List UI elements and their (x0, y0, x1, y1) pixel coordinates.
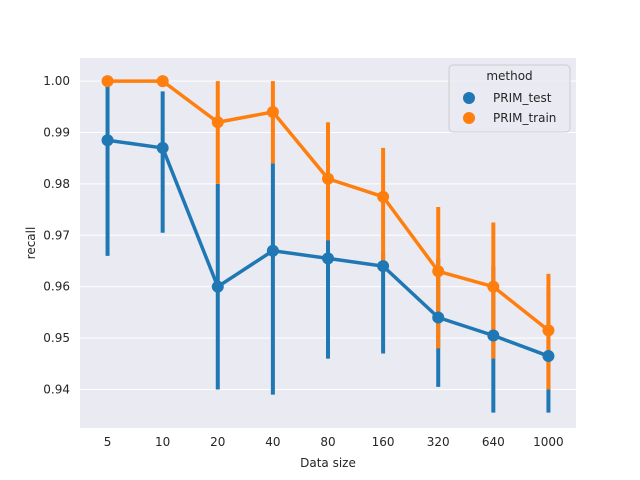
legend-marker-PRIM_train (463, 112, 475, 124)
point-PRIM_train (101, 75, 114, 88)
point-PRIM_train (432, 265, 445, 278)
x-tick-label: 5 (104, 435, 112, 449)
x-tick-label: 640 (482, 435, 505, 449)
y-tick-label: 0.94 (43, 382, 70, 396)
x-tick-label: 1000 (533, 435, 564, 449)
x-axis-label: Data size (300, 456, 356, 470)
x-tick-label: 320 (427, 435, 450, 449)
y-tick-label: 0.97 (43, 228, 70, 242)
point-PRIM_train (377, 190, 390, 203)
legend-marker-PRIM_test (463, 92, 475, 104)
point-PRIM_test (322, 252, 334, 265)
point-PRIM_test (156, 141, 169, 154)
point-PRIM_test (101, 134, 114, 147)
x-tick-labels: 5 10 20 40 80 160 320 640 1000 (104, 435, 564, 449)
legend: method PRIM_test PRIM_train (448, 64, 571, 133)
x-tick-label: 160 (372, 435, 395, 449)
data-points (101, 75, 555, 363)
point-PRIM_train (266, 105, 279, 118)
point-PRIM_test (211, 280, 224, 293)
y-axis-label: recall (24, 227, 38, 260)
y-tick-label: 0.98 (43, 177, 70, 191)
legend-label: PRIM_test (493, 91, 552, 105)
legend-label: PRIM_train (493, 111, 556, 125)
x-tick-label: 10 (155, 435, 170, 449)
y-tick-labels: 0.94 0.95 0.96 0.97 0.98 0.99 1.00 (43, 74, 70, 396)
point-PRIM_train (542, 324, 555, 337)
legend-title: method (486, 69, 532, 83)
point-PRIM_train (487, 280, 500, 293)
point-PRIM_test (377, 260, 390, 273)
y-tick-label: 0.99 (43, 126, 70, 140)
point-PRIM_test (266, 244, 279, 257)
point-PRIM_test (432, 311, 445, 324)
point-PRIM_train (322, 172, 334, 185)
point-PRIM_train (156, 75, 169, 88)
legend-box (448, 64, 571, 133)
y-tick-label: 1.00 (43, 74, 70, 88)
y-tick-label: 0.95 (43, 331, 70, 345)
x-tick-label: 20 (210, 435, 225, 449)
point-PRIM_test (487, 329, 500, 342)
legend-entries: PRIM_test PRIM_train (463, 91, 556, 125)
y-tick-label: 0.96 (43, 280, 70, 294)
point-PRIM_test (542, 350, 555, 363)
point-PRIM_train (211, 116, 224, 129)
x-tick-label: 80 (320, 435, 335, 449)
x-tick-label: 40 (265, 435, 280, 449)
